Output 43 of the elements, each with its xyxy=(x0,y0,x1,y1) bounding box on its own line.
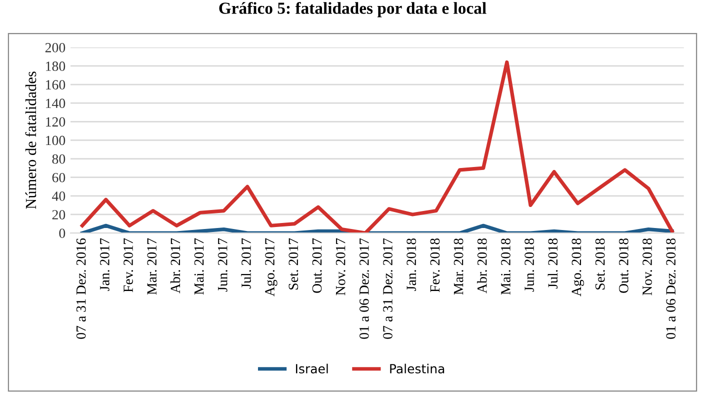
x-tick-label: Jun. 2018 xyxy=(524,238,534,292)
y-tick-label: 180 xyxy=(46,62,66,71)
y-tick-label: 100 xyxy=(46,136,66,146)
line-series xyxy=(80,60,674,234)
chart-title: Gráfico 5: fatalidades por data e local xyxy=(219,2,486,18)
x-tick-label: Jul. 2018 xyxy=(548,238,558,289)
x-tick-label: Out. 2018 xyxy=(618,238,628,293)
y-axis-title: Número de fatalidades xyxy=(25,72,36,209)
y-tick-label: 80 xyxy=(52,154,66,164)
y-tick-label: 200 xyxy=(45,42,66,52)
x-tick-label: Nov. 2017 xyxy=(336,238,346,296)
legend-label: Palestina xyxy=(390,364,444,374)
x-tick-label: 01 a 06 Dez. 2018 xyxy=(666,238,676,339)
x-tick-label: Jul. 2017 xyxy=(241,238,251,289)
x-tick-label: Fev. 2018 xyxy=(430,238,440,292)
x-tick-label: Jun. 2017 xyxy=(218,238,228,292)
x-tick-label: Mar. 2018 xyxy=(454,238,464,295)
x-tick-label: 07 a 31 Dez. 2017 xyxy=(383,238,393,339)
x-tick-label: Set. 2017 xyxy=(288,238,298,290)
y-tick-label: 40 xyxy=(52,192,66,201)
x-tick-label: Set. 2018 xyxy=(595,238,605,290)
x-tick-label: Fev. 2017 xyxy=(124,238,134,292)
x-tick-label: Jan. 2018 xyxy=(406,238,416,291)
x-tick-label: 07 a 31 Dez. 2016 xyxy=(76,238,86,339)
x-tick-label: Abr. 2018 xyxy=(477,238,487,294)
y-tick-label: 0 xyxy=(59,228,66,238)
x-tick-label: Out. 2017 xyxy=(312,238,322,293)
x-tick-label: Mai. 2017 xyxy=(194,238,204,295)
x-tick-label: Jan. 2017 xyxy=(100,238,110,291)
x-tick-label: Abr. 2017 xyxy=(170,238,180,294)
legend-label: Israel xyxy=(296,364,328,374)
x-tick-label: Mai. 2018 xyxy=(501,238,510,295)
y-tick-label: 60 xyxy=(52,172,66,182)
x-tick-label: 01 a 06 Dez. 2017 xyxy=(359,238,369,339)
y-tick-label: 160 xyxy=(46,80,66,90)
y-tick-label: 140 xyxy=(46,98,66,108)
y-tick-label: 120 xyxy=(46,117,66,127)
y-tick-label: 20 xyxy=(52,210,66,220)
x-tick-label: Ago. 2018 xyxy=(572,238,584,296)
x-tick-label: Ago. 2017 xyxy=(265,238,278,296)
line-series xyxy=(80,224,674,234)
x-tick-label: Mar. 2017 xyxy=(147,238,157,295)
x-tick-label: Nov. 2018 xyxy=(642,238,652,296)
